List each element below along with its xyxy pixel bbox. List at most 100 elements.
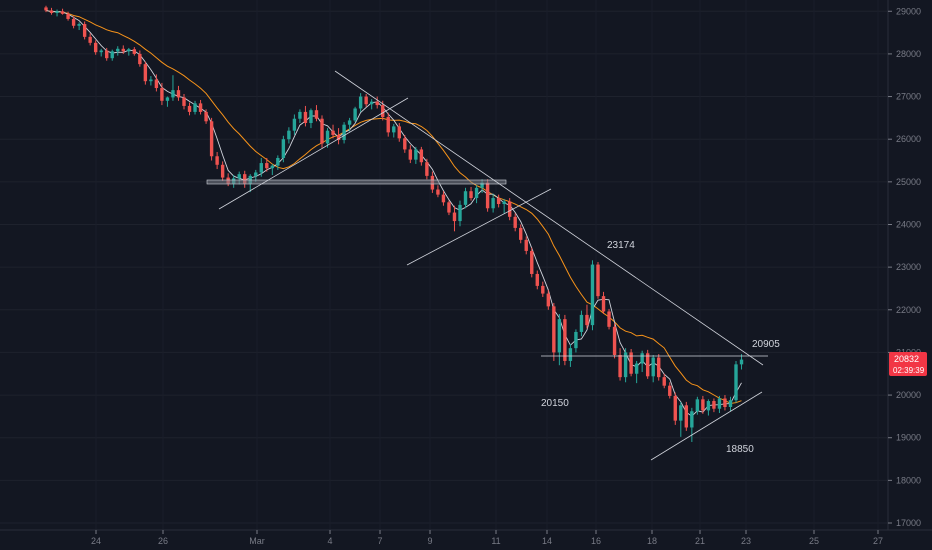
candle-body [243,174,247,184]
resistance-trendline[interactable] [334,70,764,366]
candle-body [358,96,363,109]
candle-body [298,111,302,119]
candle-body [601,296,606,312]
candle-body [342,124,346,141]
x-tick-label: 9 [427,536,432,546]
candle-body [303,111,308,123]
time-axis[interactable]: 24 26 Mar 4 7 9 11 14 16 18 21 23 25 27 [91,530,883,546]
candle-body [386,117,390,133]
candle-body [469,191,473,199]
y-tick-label: 25000 [896,177,921,187]
candle-body [657,357,661,378]
candle-body [204,111,208,122]
y-tick-label: 28000 [896,49,921,59]
candle-body [530,250,534,274]
y-tick-label: 19000 [896,433,921,443]
current-price-label: 20832 [894,354,919,364]
candle-body [474,187,479,199]
candle-body [171,90,175,98]
annotation-label: 18850 [726,444,754,455]
candle-body [485,182,490,209]
candle-body [176,90,181,98]
candle-body [397,126,401,139]
candle-body [734,364,738,401]
candle-body [436,189,440,195]
x-tick-label: 25 [809,536,819,546]
candle-body [331,130,335,135]
candle-body [375,101,379,106]
candle-body [679,405,683,421]
candle-body [507,201,512,217]
y-tick-label: 29000 [896,6,921,16]
candle-body [590,264,595,326]
candle-body [116,48,120,52]
candle-body [502,201,506,205]
x-tick-label: 4 [327,536,332,546]
candle-body [110,51,114,59]
candle-body [88,36,92,43]
candle-body [55,11,59,13]
y-tick-label: 20000 [896,390,921,400]
x-tick-label: 11 [491,536,500,546]
candle-body [535,273,539,286]
candle-body [728,400,733,408]
candle-body [618,354,622,378]
candle-body [66,13,70,19]
y-tick-label: 18000 [896,475,921,485]
current-price-badge: 20832 02:39:39 [889,352,927,376]
candle-body [254,172,258,176]
candle-body [623,352,628,378]
candle-body [93,42,98,53]
support-zone[interactable] [206,179,507,185]
candle-body [596,264,600,297]
candle-body [71,18,76,26]
trendline-channel-2[interactable] [406,188,552,266]
y-tick-label: 27000 [896,92,921,102]
candle-body [640,353,644,364]
candle-body [513,216,517,228]
current-price-badge-bg [889,352,927,376]
candle-body [220,164,225,178]
candle-body [143,64,148,82]
candle-body [281,139,286,158]
candle-body [160,88,164,101]
candle-body [237,174,241,179]
annotation-label: 20150 [541,398,569,409]
x-tick-label: 18 [647,536,657,546]
x-tick-label: 14 [542,536,552,546]
candle-body [60,11,65,14]
x-tick-label: 27 [873,536,883,546]
drawings[interactable] [206,70,768,461]
annotation-label: 20905 [752,339,780,350]
candle-body [612,326,617,355]
candle-body [198,103,203,112]
candle-body [739,359,744,365]
candle-body [270,165,275,169]
candle-body [419,149,424,163]
candle-body [645,353,650,377]
candle-body [706,401,711,411]
y-tick-label: 23000 [896,262,921,272]
candle-body [99,50,103,53]
annotations: 23174 20905 20150 18850 [541,240,780,455]
candle-body [259,163,263,173]
candle-body [44,7,48,11]
candle-body [336,134,341,141]
candle-body [353,108,357,121]
candle-body [458,204,462,222]
price-axis[interactable]: 1700018000190002000021000220002300024000… [888,6,921,528]
candles [44,5,744,442]
candle-body [265,163,269,169]
x-tick-label: 16 [591,536,601,546]
candle-body [77,24,81,26]
candle-body [496,198,501,205]
candle-body [668,385,672,396]
candle-body [209,121,214,157]
candle-body [414,149,418,160]
trendline-channel-1[interactable] [218,97,409,210]
candle-body [154,79,159,89]
support-trendline[interactable] [650,391,763,461]
candle-body [347,120,352,125]
candle-body [292,118,297,131]
